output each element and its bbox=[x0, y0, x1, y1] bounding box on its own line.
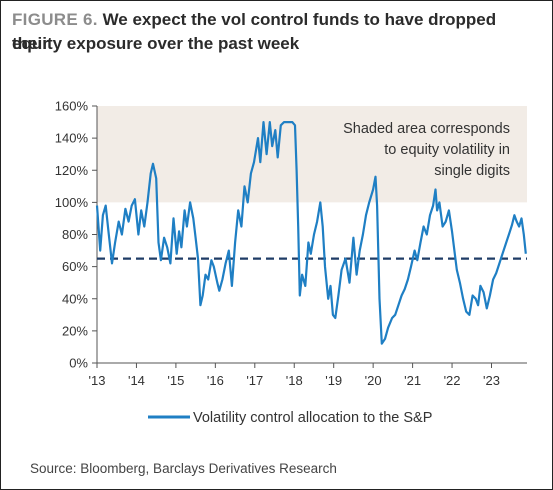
x-tick-label: '20 bbox=[365, 373, 382, 388]
x-tick-label: '23 bbox=[483, 373, 500, 388]
figure-label: FIGURE 6. bbox=[12, 10, 98, 29]
x-tick-label: '17 bbox=[246, 373, 263, 388]
figure-title-text: We expect the vol control funds to have … bbox=[12, 10, 497, 53]
y-tick-label: 120% bbox=[55, 163, 89, 178]
y-tick-label: 40% bbox=[62, 291, 88, 306]
series-line bbox=[95, 121, 527, 345]
legend: Volatility control allocation to the S&P bbox=[148, 410, 432, 426]
shaded-band bbox=[97, 106, 527, 203]
y-tick-label: 160% bbox=[55, 99, 89, 114]
y-tick-label: 60% bbox=[62, 259, 88, 274]
x-tick-label: '21 bbox=[404, 373, 421, 388]
y-axis: 0% 20% 40% 60% 80% 100% 120% 140% 160% bbox=[55, 99, 98, 371]
x-tick-label: '19 bbox=[325, 373, 342, 388]
y-tick-label: 140% bbox=[55, 131, 89, 146]
x-tick-label: '13 bbox=[89, 373, 106, 388]
annotation-line: single digits bbox=[434, 163, 510, 179]
x-tick-label: '18 bbox=[286, 373, 303, 388]
y-tick-label: 0% bbox=[69, 356, 88, 371]
figure-title-line-1: FIGURE 6. We expect the vol control fund… bbox=[12, 8, 537, 56]
figure-title-line-2: equity exposure over the past week bbox=[12, 34, 300, 53]
x-tick-label: '22 bbox=[444, 373, 461, 388]
legend-label: Volatility control allocation to the S&P bbox=[193, 410, 432, 426]
x-tick-label: '16 bbox=[207, 373, 224, 388]
y-tick-label: 20% bbox=[62, 323, 88, 338]
x-tick-label: '14 bbox=[128, 373, 145, 388]
x-tick-label: '15 bbox=[167, 373, 184, 388]
annotation-line: Shaded area corresponds bbox=[343, 121, 510, 137]
annotation: Shaded area corresponds to equity volati… bbox=[343, 121, 510, 179]
source-note: Source: Bloomberg, Barclays Derivatives … bbox=[30, 461, 337, 476]
y-tick-label: 100% bbox=[55, 195, 89, 210]
y-tick-label: 80% bbox=[62, 227, 88, 242]
annotation-line: to equity volatility in bbox=[384, 142, 510, 158]
x-axis: '13 '14 '15 '16 '17 '18 '19 '20 '21 '22 '23 bbox=[89, 362, 527, 388]
